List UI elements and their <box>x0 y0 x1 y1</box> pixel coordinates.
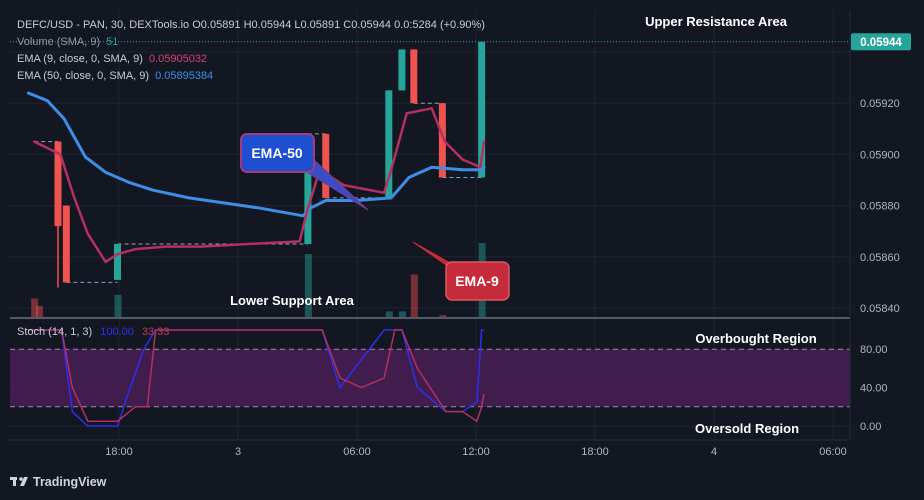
time-axis-tick-label: 18:00 <box>105 446 133 458</box>
volume-bar <box>410 274 418 317</box>
time-axis-tick-label: 06:00 <box>819 446 847 458</box>
tradingview-brand[interactable]: TradingView <box>10 475 107 489</box>
volume-bar <box>35 305 43 317</box>
candle-body <box>438 103 446 178</box>
stoch-axis[interactable]: 80.00 40.00 0.00 <box>860 344 888 433</box>
time-axis-tick-label: 4 <box>711 446 717 458</box>
candle-body <box>478 41 486 178</box>
candle-body <box>304 133 312 244</box>
ema9-callout-label: EMA-9 <box>455 273 499 289</box>
ema50-line <box>26 91 486 218</box>
volume-bar <box>385 311 393 317</box>
tradingview-logo-icon <box>10 477 28 486</box>
stoch-axis-tick-label: 80.00 <box>860 344 888 356</box>
tradingview-brand-label: TradingView <box>33 475 107 489</box>
ema9-legend-value: 0.05905032 <box>149 53 207 65</box>
candle-body <box>322 133 330 198</box>
price-axis[interactable]: 0.05920 0.05900 0.05880 0.05860 0.05840 <box>860 98 900 315</box>
ema50-callout-label: EMA-50 <box>251 145 303 161</box>
time-axis-tick-label: 12:00 <box>462 446 490 458</box>
stoch-legend-text[interactable]: Stoch (14, 1, 3) 100.00 33.33 <box>17 326 169 338</box>
stoch-axis-tick-label: 40.00 <box>860 383 888 395</box>
candle-body <box>62 205 70 283</box>
last-price-tag: 0.05944 <box>851 33 911 51</box>
stoch-d-line <box>28 329 485 423</box>
ema9-legend[interactable]: EMA (9, close, 0, SMA, 9) 0.05905032 <box>17 53 207 65</box>
stoch-d-value: 33.33 <box>142 326 170 338</box>
volume-legend[interactable]: Volume (SMA, 9) 51 <box>17 36 118 48</box>
price-axis-tick-label: 0.05840 <box>860 303 900 315</box>
stoch-legend-label: Stoch (14, 1, 3) <box>17 326 92 338</box>
ema50-legend[interactable]: EMA (50, close, 0, SMA, 9) 0.05895384 <box>17 70 213 82</box>
ema9-callout[interactable]: EMA-9 <box>412 241 510 301</box>
time-axis[interactable]: 18:00 3 06:00 12:00 18:00 4 06:00 <box>105 446 847 458</box>
last-price-label: 0.05944 <box>860 37 902 49</box>
ema9-line <box>32 107 486 264</box>
candle-body <box>54 141 62 227</box>
price-axis-tick-label: 0.05880 <box>860 201 900 213</box>
volume-legend-label: Volume (SMA, 9) <box>17 36 100 48</box>
price-axis-tick-label: 0.05860 <box>860 252 900 264</box>
lower-support-annotation: Lower Support Area <box>230 293 355 308</box>
symbol-ohlc-legend[interactable]: DEFC/USD - PAN, 30, DEXTools.io O0.05891… <box>17 19 485 31</box>
volume-bar <box>398 311 406 317</box>
candle-body <box>410 49 418 104</box>
ema50-legend-value: 0.05895384 <box>155 70 213 82</box>
oversold-annotation: Oversold Region <box>695 421 799 436</box>
ema50-callout-box <box>240 133 315 173</box>
stoch-axis-tick-label: 0.00 <box>860 421 881 433</box>
volume-bar <box>114 294 122 317</box>
volume-bar <box>31 298 39 317</box>
candle-body <box>398 49 406 91</box>
time-axis-tick-label: 3 <box>235 446 241 458</box>
main-legend[interactable]: DEFC/USD - PAN, 30, DEXTools.io O0.05891… <box>17 19 485 82</box>
ema9-callout-box <box>445 261 510 301</box>
time-axis-tick-label: 18:00 <box>581 446 609 458</box>
ema50-legend-label: EMA (50, close, 0, SMA, 9) <box>17 70 149 82</box>
stoch-k-value: 100.00 <box>100 326 134 338</box>
time-axis-tick-label: 06:00 <box>343 446 371 458</box>
ema50-callout[interactable]: EMA-50 <box>240 133 369 211</box>
volume-legend-value: 51 <box>106 36 118 48</box>
upper-resistance-annotation: Upper Resistance Area <box>645 14 788 29</box>
volume-bar <box>304 254 312 317</box>
overbought-annotation: Overbought Region <box>695 331 816 346</box>
ema9-legend-label: EMA (9, close, 0, SMA, 9) <box>17 53 143 65</box>
candle-body <box>114 244 121 280</box>
price-axis-tick-label: 0.05900 <box>860 149 900 161</box>
price-axis-tick-label: 0.05920 <box>860 98 900 110</box>
stoch-legend[interactable]: Stoch (14, 1, 3) 100.00 33.33 <box>17 326 169 338</box>
candle-body <box>385 90 393 198</box>
volume-bar <box>439 315 447 317</box>
candlesticks <box>54 41 486 288</box>
